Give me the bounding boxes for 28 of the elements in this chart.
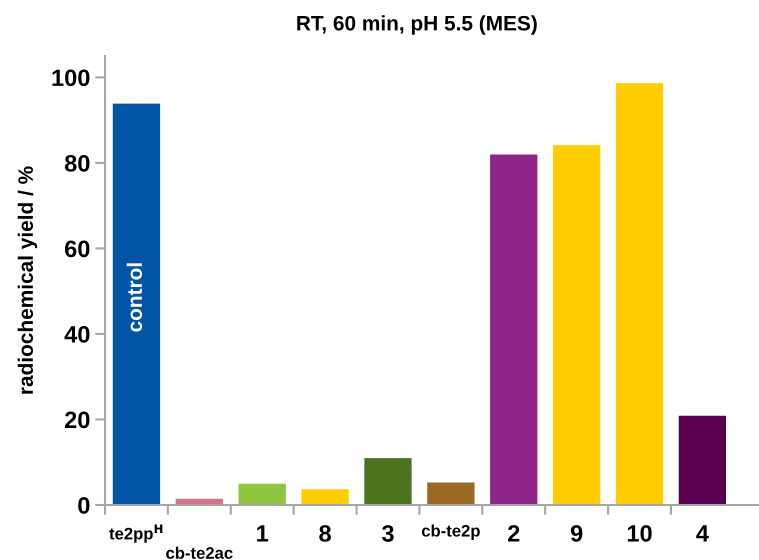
y-axis-title: radiochemical yield / % bbox=[18, 166, 38, 394]
bar bbox=[678, 414, 728, 505]
bar bbox=[488, 153, 539, 505]
x-tick-label: 2 bbox=[508, 525, 520, 542]
bar bbox=[363, 456, 413, 505]
annotation: control bbox=[126, 263, 142, 332]
bar bbox=[112, 102, 162, 505]
bar bbox=[237, 482, 287, 505]
y-tick-label: 0 bbox=[78, 497, 90, 514]
x-tick-label: 8 bbox=[319, 525, 331, 542]
chart-title: RT, 60 min, pH 5.5 (MES) bbox=[297, 15, 537, 35]
x-tick-label: 3 bbox=[382, 525, 394, 542]
bar bbox=[426, 481, 476, 505]
y-tick-label: 20 bbox=[64, 412, 90, 428]
bar bbox=[552, 144, 602, 505]
y-tick-label: 40 bbox=[64, 326, 90, 343]
x-tick-label: 9 bbox=[570, 525, 582, 542]
y-tick-label: 60 bbox=[65, 240, 90, 258]
x-tick-label: cb-te2ac bbox=[166, 546, 233, 559]
x-tick-label: te2pp$^{H}$ bbox=[109, 524, 162, 543]
y-tick-label: 100 bbox=[52, 69, 90, 86]
bar bbox=[614, 82, 664, 505]
bar bbox=[300, 488, 350, 505]
x-tick-label: 4 bbox=[696, 525, 709, 542]
y-tick-label: 80 bbox=[64, 154, 90, 172]
x-tick-label: cb-te2p bbox=[422, 524, 480, 540]
x-tick-label: 10 bbox=[628, 525, 652, 542]
x-tick-label: 1 bbox=[257, 525, 268, 542]
